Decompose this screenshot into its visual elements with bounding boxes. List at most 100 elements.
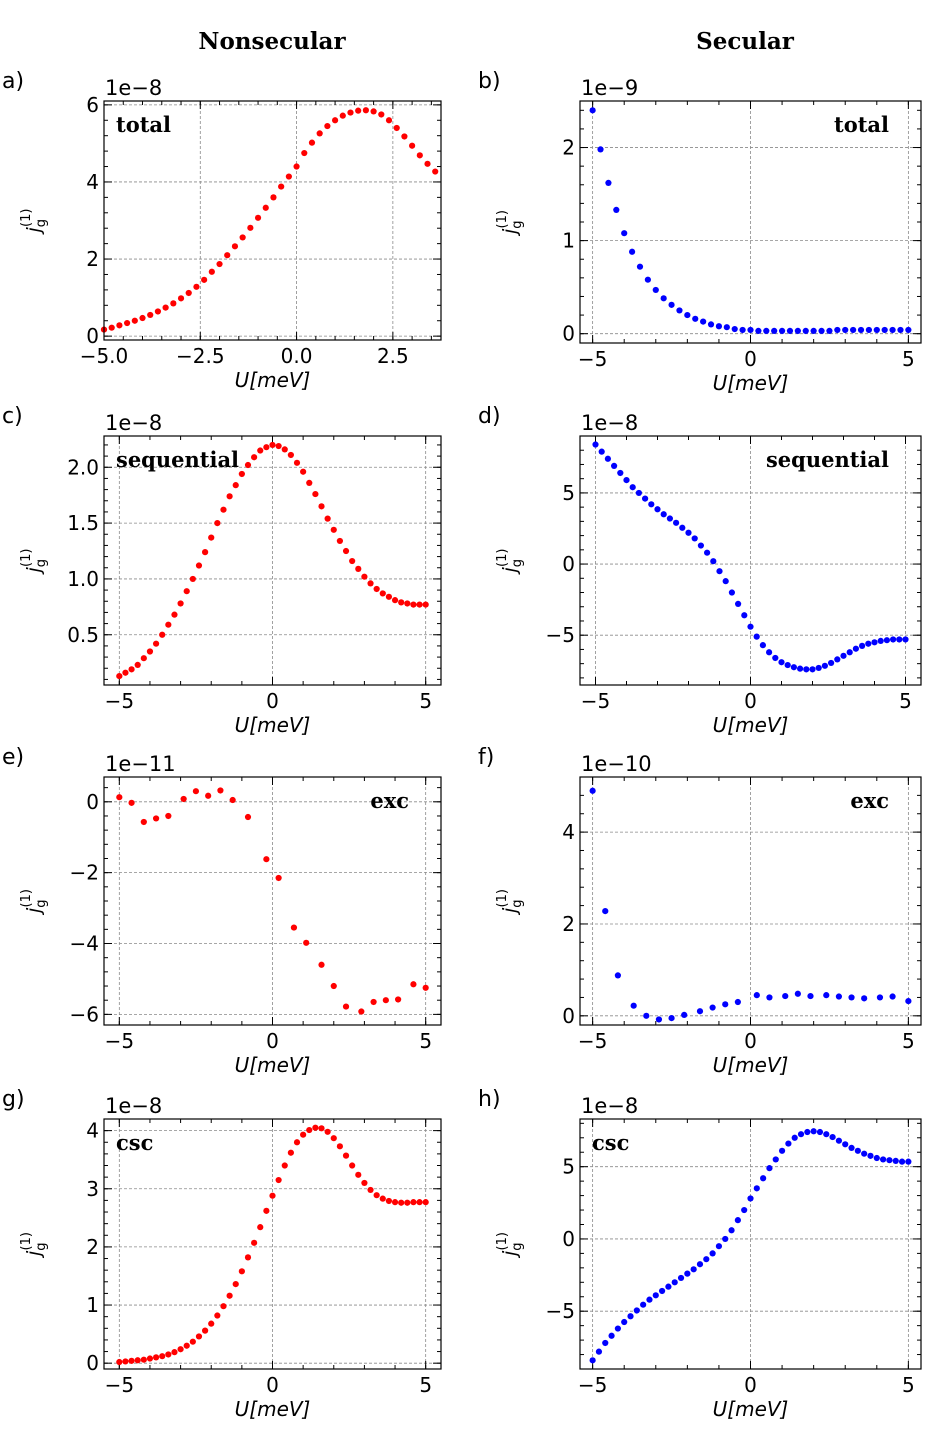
data-point [753,633,760,640]
data-point [731,325,738,333]
data-point [605,179,612,187]
data-point [171,611,178,618]
y-tick-label: 5 [562,481,575,505]
data-point [665,1283,672,1290]
data-point [177,600,184,607]
data-point [395,996,402,1003]
data-point [859,642,866,649]
data-point [165,621,172,628]
data-point [308,139,316,146]
data-point [842,1141,849,1148]
data-point [162,304,169,311]
y-tick-label: 1 [86,1293,99,1317]
data-point [263,1207,270,1214]
x-tick-label: −5 [578,1373,607,1397]
data-point [710,558,717,565]
panel-d: −5 0 5 −5 0 5 d) 1e−8 sequential U[meV] jg(1) [478,404,922,737]
x-axis-label: U[meV] [713,371,789,395]
data-point [202,549,209,556]
y-tick-label: −5 [546,1299,575,1323]
panel-label: a) [2,69,24,94]
data-point [897,326,904,334]
x-axis-label: U[meV] [713,1053,789,1077]
data-point [735,600,742,607]
series-annotation: exc [850,788,889,813]
data-point [404,1199,411,1206]
x-tick-label: 5 [902,1373,915,1397]
panel-label: b) [478,69,501,94]
data-point [140,818,147,826]
y-label-sub: g [34,899,49,907]
data-point [180,795,187,803]
data-point [778,327,786,334]
x-tick-label: −5 [105,689,134,713]
data-point [790,664,798,671]
data-point [214,1312,221,1319]
data-point [324,122,331,130]
data-point [842,326,849,334]
data-point [818,327,825,334]
data-point [786,327,794,334]
data-point [318,503,325,510]
data-point [785,1140,792,1147]
y-tick-label: 0 [562,322,575,346]
data-point [269,441,276,449]
data-point [886,1157,893,1164]
y-axis-label-text: jg(1) [495,889,525,916]
data-point [373,1192,380,1199]
data-point [741,612,748,619]
data-point [715,323,723,330]
y-tick-label: 0 [562,1004,575,1028]
x-axis-label: U[meV] [235,368,311,392]
y-label-main: j [23,907,45,916]
data-point [159,631,166,638]
y-axis-label: jg(1) [495,549,525,576]
data-point [361,1179,368,1187]
data-point [410,1199,417,1206]
y-label-main: j [499,1250,521,1259]
y-label-main: j [23,567,45,576]
data-point [293,1139,301,1146]
data-point [771,327,778,334]
data-point [238,470,245,478]
x-tick-label: 2.5 [377,344,409,368]
series-annotation: total [834,112,889,137]
panel-h: −5 0 5 −5 0 5 h) 1e−8 csc U[meV] jg(1) [478,1087,922,1421]
data-point [195,1333,203,1340]
panel-label: g) [2,1087,25,1112]
data-point [666,515,674,522]
data-point [355,107,362,114]
data-point [330,526,337,533]
data-point [154,308,162,315]
data-point [826,327,833,334]
data-point [393,124,400,132]
data-point [146,648,154,655]
data-point [802,327,809,334]
data-point [128,799,135,806]
data-point [303,939,310,946]
y-label-sup: (1) [495,889,510,907]
data-point [660,295,667,302]
data-point [257,1224,264,1231]
panel-c: −5 0 5 0.5 1.0 1.5 2.0 c) 1e−8 sequential U[meV] jg… [2,404,442,737]
data-point [216,260,223,268]
x-tick-label: 0 [744,1373,757,1397]
data-point [840,652,847,659]
y-tick-label: 2 [562,912,575,936]
y-axis-label: jg(1) [19,209,49,236]
x-tick-label: 0 [744,689,757,713]
data-point [424,160,431,167]
data-point [652,286,659,294]
data-point [189,1338,196,1345]
data-point [257,447,264,454]
data-point [152,640,160,647]
axis-exponent: 1e−9 [581,76,638,100]
data-point [676,307,683,314]
data-point [604,455,612,462]
y-tick-label: 0 [562,552,575,576]
panel-label: f) [478,745,494,770]
data-point [108,324,115,331]
data-point [621,1318,628,1326]
series-annotation: csc [592,1130,629,1155]
data-point [597,146,604,153]
